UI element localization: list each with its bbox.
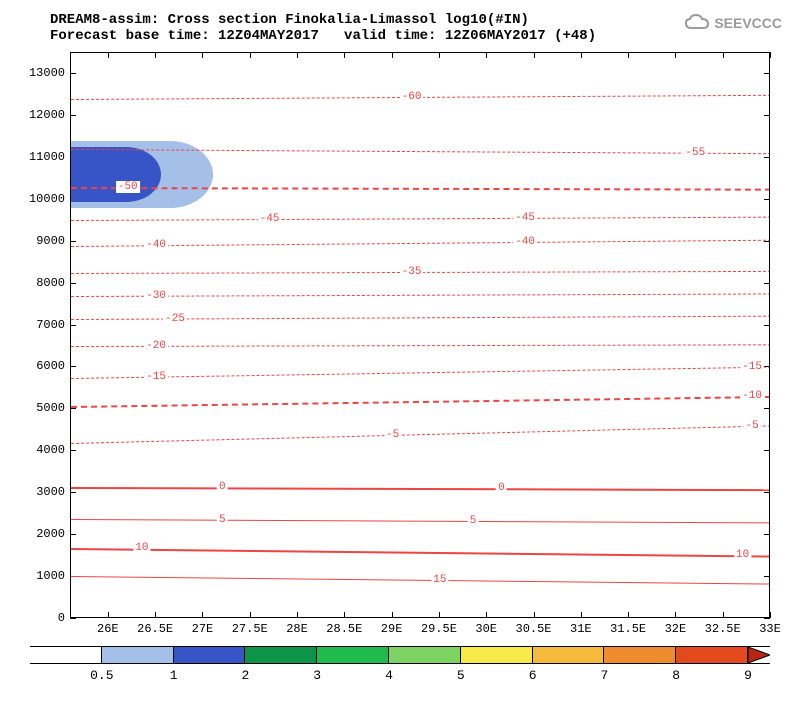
contour-line [71, 240, 770, 247]
x-tick-label: 29E [381, 622, 403, 636]
contour-label: -30 [144, 290, 168, 302]
colorbar-arrow [748, 647, 770, 663]
colorbar-tick-label: 6 [529, 668, 537, 683]
title-line-2: Forecast base time: 12Z04MAY2017 valid t… [50, 28, 596, 44]
x-tick-label: 31.5E [610, 622, 646, 636]
colorbar: 0.5 1 2 3 4 5 6 7 8 9 [30, 646, 770, 682]
contour-label: -35 [400, 266, 424, 278]
contour-label: -20 [144, 340, 168, 352]
contour-line [71, 576, 770, 585]
y-tick-label: 8000 [20, 276, 65, 290]
y-tick-label: 13000 [20, 66, 65, 80]
contour-label: 10 [133, 542, 150, 554]
y-tick-label: 1000 [20, 569, 65, 583]
contour-label: 15 [431, 574, 448, 586]
colorbar-swatch [174, 647, 246, 663]
x-tick-label: 30E [475, 622, 497, 636]
colorbar-tick-label: 5 [457, 668, 465, 683]
filled-level-1 [71, 147, 161, 202]
contour-label: -5 [743, 420, 760, 432]
x-tick-label: 30.5E [515, 622, 551, 636]
x-tick-label: 28E [286, 622, 308, 636]
y-tick-label: 6000 [20, 359, 65, 373]
contour-label: -40 [513, 236, 537, 248]
x-tick-label: 29.5E [421, 622, 457, 636]
contour-line [71, 367, 770, 379]
colorbar-swatch [676, 647, 748, 663]
contour-line [71, 396, 770, 408]
y-tick-label: 10000 [20, 192, 65, 206]
colorbar-tick-label: 7 [600, 668, 608, 683]
colorbar-swatch [102, 647, 174, 663]
contour-label: 0 [217, 481, 228, 493]
colorbar-swatch [461, 647, 533, 663]
x-tick-label: 26.5E [137, 622, 173, 636]
y-tick-label: 5000 [20, 401, 65, 415]
y-tick-label: 3000 [20, 485, 65, 499]
y-tick-label: 7000 [20, 318, 65, 332]
y-tick-label: 2000 [20, 527, 65, 541]
cloud-icon [684, 14, 710, 32]
contour-label: -40 [144, 239, 168, 251]
contour-label: -55 [683, 147, 707, 159]
contour-label: 5 [468, 515, 479, 527]
x-tick-label: 31E [570, 622, 592, 636]
colorbar-swatch [389, 647, 461, 663]
colorbar-tick-label: 4 [385, 668, 393, 683]
cross-section-plot: -60-55-50-45-45-40-40-35-30-25-20-15-15-… [70, 52, 770, 618]
colorbar-tick-label: 0.5 [90, 668, 113, 683]
colorbar-tick-label: 9 [744, 668, 752, 683]
contour-line [71, 519, 770, 523]
contour-label: -45 [513, 212, 537, 224]
x-tick-label: 33E [759, 622, 781, 636]
colorbar-tick-label: 2 [241, 668, 249, 683]
contour-line [71, 487, 770, 491]
contour-line [71, 548, 770, 558]
contour-label: -15 [144, 371, 168, 383]
contour-label: 0 [496, 482, 507, 494]
y-tick-label: 9000 [20, 234, 65, 248]
colorbar-swatch [245, 647, 317, 663]
colorbar-tick-label: 8 [672, 668, 680, 683]
colorbar-swatch [317, 647, 389, 663]
contour-label: -5 [384, 429, 401, 441]
y-tick-label: 11000 [20, 150, 65, 164]
x-tick-label: 26E [97, 622, 119, 636]
y-tick-label: 4000 [20, 443, 65, 457]
colorbar-tick-label: 1 [170, 668, 178, 683]
x-tick-label: 27E [192, 622, 214, 636]
colorbar-swatch [533, 647, 605, 663]
contour-label: -60 [400, 91, 424, 103]
y-tick-label: 12000 [20, 108, 65, 122]
logo-text: SEEVCCC [714, 15, 782, 31]
contour-label: -50 [116, 181, 140, 193]
y-tick-label: 0 [20, 611, 65, 625]
contour-label: -10 [740, 390, 764, 402]
x-tick-label: 28.5E [326, 622, 362, 636]
contour-label: 5 [217, 514, 228, 526]
colorbar-swatch [30, 647, 102, 663]
contour-label: 10 [734, 549, 751, 561]
x-tick-label: 27.5E [232, 622, 268, 636]
contour-label: -25 [163, 313, 187, 325]
contour-label: -45 [258, 213, 282, 225]
colorbar-swatch [604, 647, 676, 663]
contour-line [71, 345, 770, 348]
colorbar-tick-label: 3 [313, 668, 321, 683]
seevccc-logo: SEEVCCC [684, 14, 782, 32]
x-tick-label: 32E [665, 622, 687, 636]
contour-label: -15 [740, 361, 764, 373]
contour-line [71, 217, 770, 221]
x-tick-label: 32.5E [705, 622, 741, 636]
contour-line [71, 294, 770, 298]
contour-line [71, 425, 770, 444]
title-line-1: DREAM8-assim: Cross section Finokalia-Li… [50, 12, 529, 28]
